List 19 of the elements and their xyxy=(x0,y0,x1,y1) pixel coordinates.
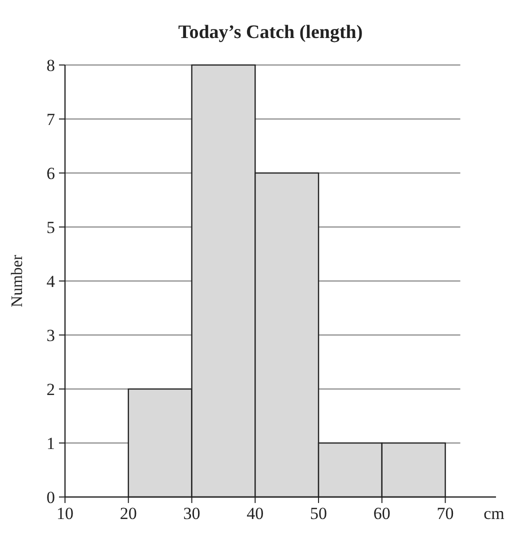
y-tick-label: 7 xyxy=(46,110,56,129)
x-tick-label: 40 xyxy=(246,504,264,523)
x-tick-label: 30 xyxy=(183,504,200,523)
y-tick-label: 1 xyxy=(46,434,55,453)
y-tick-label: 3 xyxy=(46,326,55,345)
y-tick-label: 4 xyxy=(46,272,56,291)
x-axis-title: cm xyxy=(484,504,504,523)
y-tick-label: 0 xyxy=(46,488,55,507)
x-tick-label: 50 xyxy=(310,504,328,523)
y-axis-title: Number xyxy=(9,254,26,308)
x-tick-label: 10 xyxy=(56,504,74,523)
y-tick-label: 5 xyxy=(46,218,55,237)
chart-title: Today’s Catch (length) xyxy=(178,22,363,43)
y-tick-label: 8 xyxy=(46,56,55,75)
x-tick-label: 60 xyxy=(373,504,390,523)
x-tick-label: 70 xyxy=(436,504,454,523)
x-tick-label: 20 xyxy=(120,504,137,523)
y-tick-label: 2 xyxy=(46,380,55,399)
y-tick-label: 6 xyxy=(46,164,55,183)
